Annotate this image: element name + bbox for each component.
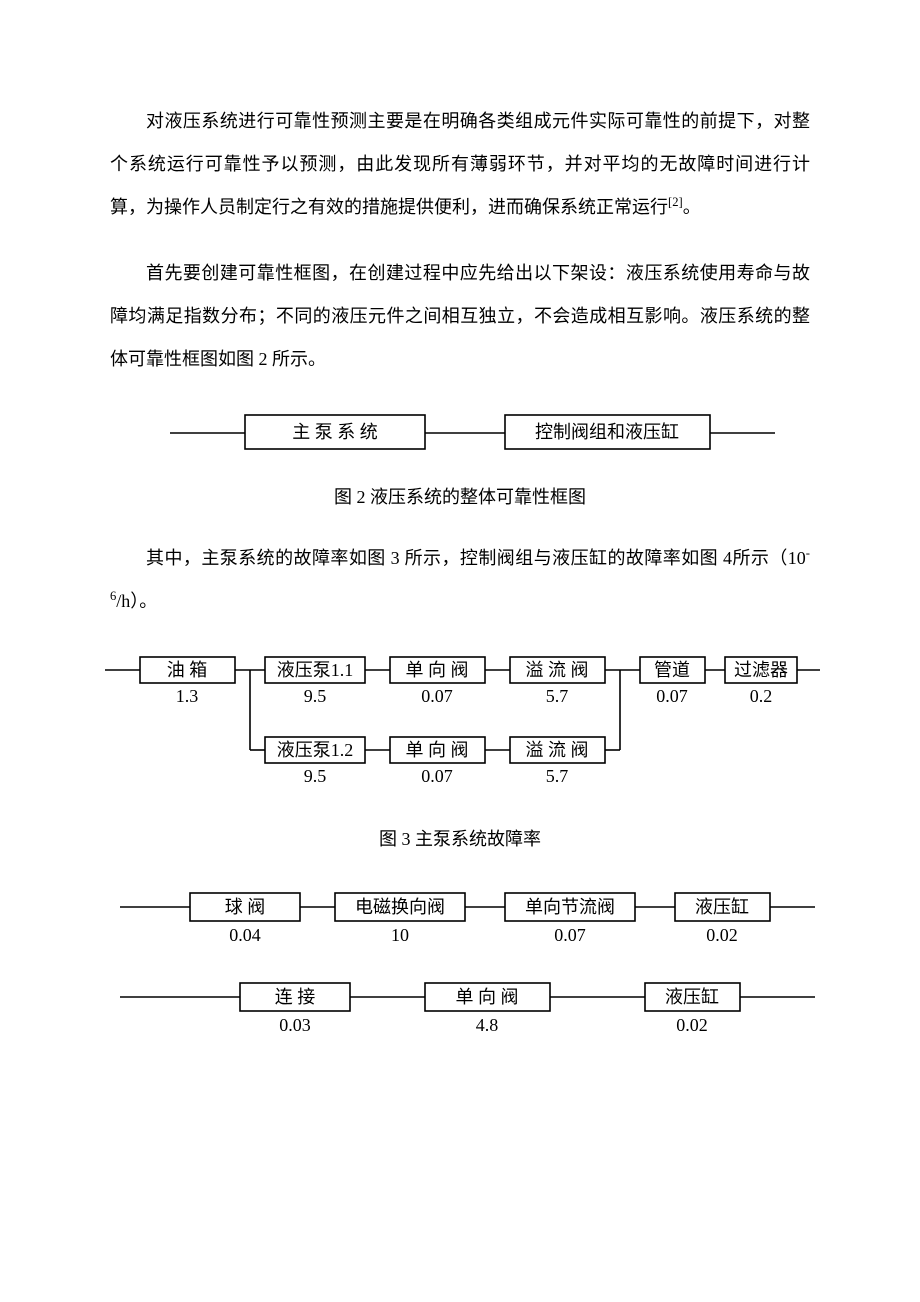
fig4-r2n2-val: 4.8	[476, 1015, 499, 1035]
fig4-r1n2-val: 10	[391, 925, 409, 945]
fig3-n4-label: 溢 流 阀	[526, 660, 589, 680]
p3b: /h）。	[116, 591, 157, 611]
fig3-filter: 过滤器	[725, 657, 797, 683]
fig3-n9-label: 溢 流 阀	[526, 740, 589, 760]
fig4-r2n3-label: 液压缸	[665, 986, 719, 1007]
fig3-n3-label: 单 向 阀	[406, 660, 469, 680]
fig3-n7-label: 液压泵1.2	[277, 740, 354, 760]
fig3-pump-1-1: 液压泵1.1	[265, 657, 365, 683]
fig3-oil-tank: 油 箱	[140, 657, 235, 683]
fig4-check-valve: 单 向 阀	[425, 983, 550, 1011]
figure-4-diagram: 球 阀 0.04 电磁换向阀 10 单向节流阀 0.07 液压缸 0.02	[110, 879, 810, 1054]
fig4-r2n3-val: 0.02	[676, 1015, 708, 1035]
figure-3-diagram: 油 箱 1.3 液压泵1.1 9.5 单 向 阀 0.07	[110, 645, 810, 805]
fig4-r1n1-label: 球 阀	[225, 897, 266, 917]
ref-2: [2]	[668, 195, 683, 209]
fig4-ball-valve: 球 阀	[190, 893, 300, 921]
figure-2-caption: 图 2 液压系统的整体可靠性框图	[110, 483, 810, 512]
fig4-r1n4-val: 0.02	[706, 925, 738, 945]
fig3-overflow-valve-2: 溢 流 阀	[510, 737, 605, 763]
figure-3-caption: 图 3 主泵系统故障率	[110, 825, 810, 854]
fig4-r2n1-val: 0.03	[279, 1015, 311, 1035]
fig3-n2-label: 液压泵1.1	[277, 660, 354, 680]
fig4-r1n3-val: 0.07	[554, 925, 586, 945]
fig4-connection: 连 接	[240, 983, 350, 1011]
fig4-solenoid-valve: 电磁换向阀	[335, 893, 465, 921]
fig3-n9-val: 5.7	[546, 766, 569, 786]
fig4-r1n4-label: 液压缸	[695, 896, 749, 917]
fig2-box-main-pump: 主 泵 系 统	[245, 415, 425, 449]
fig3-n5-label: 管道	[654, 660, 690, 680]
fig4-r1n1-val: 0.04	[229, 925, 261, 945]
fig3-n8-val: 0.07	[421, 766, 453, 786]
fig3-n5-val: 0.07	[656, 686, 688, 706]
fig3-n3-val: 0.07	[421, 686, 453, 706]
document-page: 对液压系统进行可靠性预测主要是在明确各类组成元件实际可靠性的前提下，对整个系统运…	[0, 0, 920, 1124]
figure-2-diagram: 主 泵 系 统 控制阀组和液压缸	[110, 403, 810, 463]
paragraph-2: 首先要创建可靠性框图，在创建过程中应先给出以下架设：液压系统使用寿命与故障均满足…	[110, 252, 810, 382]
fig4-cylinder-1: 液压缸	[675, 893, 770, 921]
fig3-pipe: 管道	[640, 657, 705, 683]
fig4-r2n2-label: 单 向 阀	[456, 987, 519, 1007]
p1-end: 。	[683, 197, 701, 217]
fig4-r2n1-label: 连 接	[275, 987, 316, 1007]
p1-text: 对液压系统进行可靠性预测主要是在明确各类组成元件实际可靠性的前提下，对整个系统运…	[110, 111, 810, 217]
fig3-n4-val: 5.7	[546, 686, 569, 706]
fig3-n8-label: 单 向 阀	[406, 740, 469, 760]
fig3-n6-label: 过滤器	[734, 660, 788, 680]
fig3-n6-val: 0.2	[750, 686, 773, 706]
fig3-check-valve-2: 单 向 阀	[390, 737, 485, 763]
fig3-check-valve-1: 单 向 阀	[390, 657, 485, 683]
fig2-box2-label: 控制阀组和液压缸	[535, 421, 679, 442]
p3a: 其中，主泵系统的故障率如图 3 所示，控制阀组与液压缸的故障率如图 4所示（10	[146, 548, 806, 568]
fig4-cylinder-2: 液压缸	[645, 983, 740, 1011]
fig4-r1n2-label: 电磁换向阀	[355, 897, 445, 917]
fig2-box-control: 控制阀组和液压缸	[505, 415, 710, 449]
fig4-r1n3-label: 单向节流阀	[525, 897, 615, 917]
fig2-box1-label: 主 泵 系 统	[292, 422, 378, 442]
fig3-n7-val: 9.5	[304, 766, 327, 786]
fig3-n2-val: 9.5	[304, 686, 327, 706]
paragraph-3: 其中，主泵系统的故障率如图 3 所示，控制阀组与液压缸的故障率如图 4所示（10…	[110, 537, 810, 623]
fig3-n1-val: 1.3	[176, 686, 199, 706]
fig3-pump-1-2: 液压泵1.2	[265, 737, 365, 763]
fig3-overflow-valve-1: 溢 流 阀	[510, 657, 605, 683]
paragraph-1: 对液压系统进行可靠性预测主要是在明确各类组成元件实际可靠性的前提下，对整个系统运…	[110, 100, 810, 230]
fig3-n1-label: 油 箱	[167, 660, 208, 680]
fig4-throttle-valve: 单向节流阀	[505, 893, 635, 921]
